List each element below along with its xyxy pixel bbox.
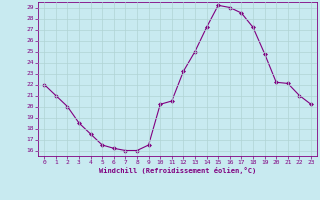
X-axis label: Windchill (Refroidissement éolien,°C): Windchill (Refroidissement éolien,°C) (99, 167, 256, 174)
